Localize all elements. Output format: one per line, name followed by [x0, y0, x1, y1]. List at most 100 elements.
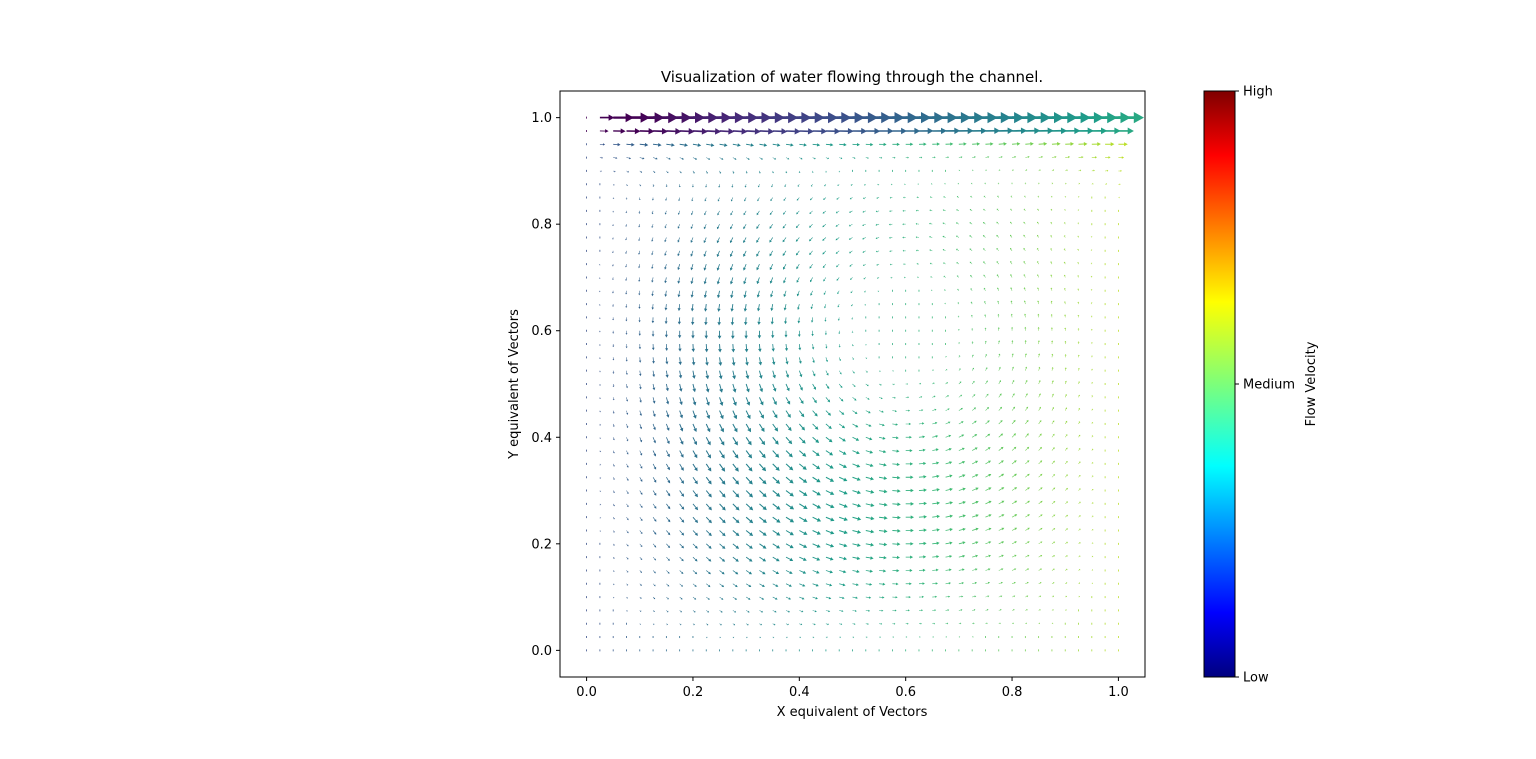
vector-arrow — [985, 554, 991, 558]
vector-arrow — [839, 128, 854, 135]
vector-arrow — [970, 275, 973, 278]
vector-arrow — [865, 157, 869, 159]
vector-arrow — [692, 370, 696, 379]
vector-arrow — [745, 570, 752, 575]
vector-arrow — [772, 490, 781, 497]
vector-arrow — [756, 290, 760, 298]
vector-arrow — [772, 170, 774, 174]
vector-arrow — [997, 182, 1000, 185]
vector-arrow — [757, 330, 762, 339]
vector-arrow — [719, 423, 724, 433]
y-tick-label: 0.6 — [531, 324, 552, 339]
vector-arrow — [865, 450, 874, 454]
vector-arrow — [1077, 248, 1079, 251]
vector-arrow — [957, 302, 960, 305]
vector-arrow — [731, 357, 736, 366]
vector-arrow — [865, 383, 869, 387]
vector-arrow — [1051, 528, 1056, 531]
vector-arrow — [958, 156, 963, 159]
vector-arrow — [665, 344, 669, 351]
vector-arrow — [945, 142, 954, 146]
vector-arrow — [1011, 473, 1017, 478]
vector-arrow — [666, 143, 675, 147]
vector-arrow — [1025, 595, 1029, 598]
vector-arrow — [918, 488, 927, 492]
vector-arrow — [1063, 222, 1066, 225]
vector-arrow — [613, 543, 615, 546]
vector-arrow — [1011, 393, 1015, 398]
vector-arrow — [1010, 234, 1013, 238]
vector-arrow — [716, 237, 720, 244]
vector-arrow — [892, 622, 896, 625]
vector-arrow — [639, 610, 642, 612]
vector-arrow — [851, 344, 854, 347]
vector-arrow — [746, 583, 752, 587]
vector-arrow — [852, 596, 858, 599]
vector-arrow — [905, 409, 911, 412]
vector-arrow — [771, 330, 775, 339]
vector-arrow — [706, 570, 711, 575]
vector-arrow — [759, 623, 762, 626]
vector-arrow — [1091, 382, 1094, 385]
vector-arrow — [825, 410, 831, 416]
vector-arrow — [1025, 446, 1030, 451]
vector-arrow — [998, 169, 1001, 172]
vector-arrow — [932, 382, 935, 385]
vector-arrow — [972, 595, 977, 598]
vector-arrow — [958, 514, 966, 518]
vector-arrow — [652, 410, 656, 417]
vector-arrow — [691, 317, 695, 326]
vector-arrow — [812, 556, 821, 561]
vector-arrow — [677, 304, 681, 312]
vector-arrow — [1024, 353, 1027, 358]
vector-arrow — [1077, 235, 1080, 238]
vector-arrow — [864, 304, 867, 306]
vector-arrow — [1077, 354, 1080, 358]
vector-arrow — [612, 437, 615, 441]
vector-arrow — [1064, 380, 1067, 385]
vector-arrow — [732, 383, 737, 393]
vector-arrow — [1024, 182, 1027, 185]
vector-arrow — [1051, 609, 1054, 611]
vector-arrow — [639, 437, 643, 443]
vector-arrow — [983, 301, 986, 305]
vector-arrow — [983, 261, 986, 265]
vector-arrow — [772, 583, 779, 587]
vector-arrow — [865, 463, 874, 467]
vector-arrow — [824, 304, 827, 309]
vector-arrow — [679, 410, 683, 419]
vector-arrow — [612, 397, 615, 401]
vector-arrow — [1090, 315, 1093, 318]
vector-arrow — [942, 222, 946, 225]
vector-arrow — [613, 557, 615, 559]
vector-arrow — [652, 543, 657, 548]
vector-arrow — [879, 636, 881, 639]
vector-arrow — [797, 304, 800, 310]
vector-arrow — [932, 435, 939, 438]
vector-arrow — [812, 476, 821, 483]
vector-arrow — [757, 197, 760, 202]
vector-arrow — [665, 184, 668, 187]
vector-arrow — [703, 277, 707, 285]
vector-arrow — [719, 543, 726, 549]
vector-arrow — [719, 623, 722, 626]
vector-arrow — [1118, 142, 1128, 147]
vector-arrow — [865, 636, 868, 639]
vector-arrow — [892, 569, 900, 573]
vector-arrow — [852, 543, 861, 547]
vector-arrow — [839, 530, 848, 535]
vector-arrow — [1064, 209, 1066, 211]
vector-arrow — [613, 463, 615, 467]
vector-arrow — [666, 112, 692, 124]
vector-arrow — [785, 357, 789, 365]
vector-arrow — [759, 383, 763, 393]
vector-arrow — [865, 542, 874, 547]
vector-arrow — [664, 264, 667, 270]
vector-arrow — [1050, 261, 1053, 265]
vector-arrow — [664, 290, 668, 297]
vector-arrow — [879, 156, 883, 159]
vector-arrow — [703, 290, 707, 299]
vector-arrow — [985, 487, 992, 491]
vector-arrow — [865, 112, 892, 124]
vector-arrow — [876, 197, 880, 199]
